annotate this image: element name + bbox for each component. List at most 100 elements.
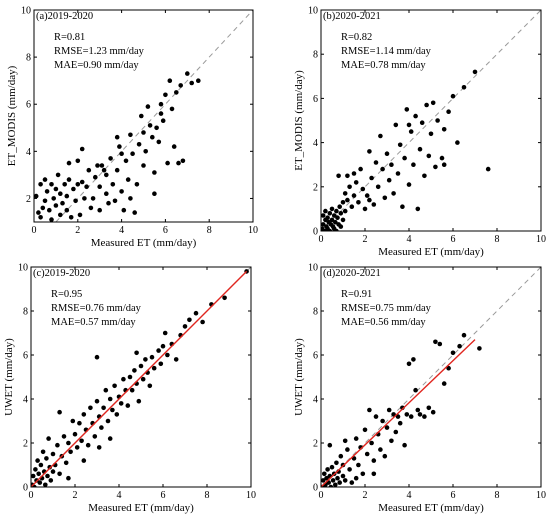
data-point [95,163,100,168]
x-tick-label: 4 [407,490,412,501]
data-point [107,396,113,402]
x-tick-label: 8 [207,225,212,236]
data-point [145,104,151,109]
data-point [353,180,359,185]
data-point [375,184,381,190]
data-point [162,330,168,336]
data-point [68,449,73,455]
x-tick-label: 10 [536,490,546,501]
panel-a: 0 2 4 6 8 10 2 4 6 8 10 Measured ET (mm/day) ET_MODI… [6,6,258,250]
data-point [351,171,357,176]
data-point [60,200,65,206]
x-tick-label: 8 [495,490,500,501]
y-tick-label: 8 [313,50,318,61]
data-point [411,357,416,362]
data-point [134,182,140,187]
data-point [158,111,164,116]
data-point [335,475,340,481]
data-point [406,122,412,128]
data-point [333,219,338,225]
data-point [395,171,401,176]
data-point [35,458,40,463]
data-point [373,160,379,165]
y-tick-label: 2 [313,182,318,193]
data-point [158,361,164,367]
data-point [356,200,361,205]
data-point [391,191,396,196]
data-point [107,436,113,441]
plot-frame [33,9,254,223]
data-point [327,442,333,448]
data-point [400,204,405,209]
data-point [114,167,120,173]
panel-label: (c)2019-2020 [33,268,90,279]
data-point [340,473,346,479]
x-tick-label: 8 [205,490,210,501]
data-point [97,207,102,213]
data-point [36,471,41,477]
data-point [408,129,414,134]
data-point [327,228,333,231]
data-point [125,403,131,408]
data-point [58,212,63,218]
data-point [325,467,330,472]
y-tick-label: 8 [26,53,31,64]
data-point [342,208,348,214]
data-point [393,429,399,435]
data-point [362,206,368,212]
plot-frame [320,9,542,232]
data-point [356,462,361,468]
data-point [77,420,82,426]
stat-line: RMSE=0.75 mm/day [341,303,432,314]
data-point [371,471,377,477]
data-point [362,427,368,433]
stat-line: R=0.82 [341,32,372,43]
data-point [417,146,423,152]
x-tick-label: 10 [246,490,256,501]
data-point [327,211,333,216]
fit-line [321,339,476,487]
data-point [187,317,192,323]
y-tick-label: 6 [313,351,318,362]
data-point [119,151,124,156]
x-tick-label: 4 [407,234,412,245]
stat-line: R=0.95 [51,289,82,300]
data-point [110,407,115,413]
stat-line: MAE=0.90 mm/day [54,60,139,71]
data-point [422,414,427,419]
stat-line: RMSE=0.76 mm/day [51,303,142,314]
data-point [353,475,359,481]
data-point [329,217,335,223]
x-tick-label: 6 [451,490,456,501]
data-point [147,383,153,389]
data-point [193,310,199,316]
data-point [325,215,330,220]
data-point [96,445,102,450]
data-point [342,438,348,444]
plot-area [321,10,541,231]
data-point [84,184,89,189]
data-point [62,182,67,187]
y-axis-title: UWET (mm/day) [293,338,305,416]
data-point [395,414,401,419]
data-point [402,442,407,448]
data-point [334,208,339,214]
data-point [360,471,366,477]
data-point [441,381,447,386]
data-point [44,456,49,461]
data-point [99,163,105,168]
data-point [180,158,186,164]
data-point [123,158,129,164]
y-tick-label: 10 [308,263,318,274]
fit-line [31,270,248,487]
data-point [406,361,412,367]
data-point [384,151,390,156]
data-point [139,113,144,119]
stat-line: R=0.81 [54,32,85,43]
data-point [364,451,370,457]
data-point [446,365,451,371]
data-point [457,343,462,349]
data-point [64,207,70,213]
y-axis-title: UWET (mm/day) [3,338,15,416]
